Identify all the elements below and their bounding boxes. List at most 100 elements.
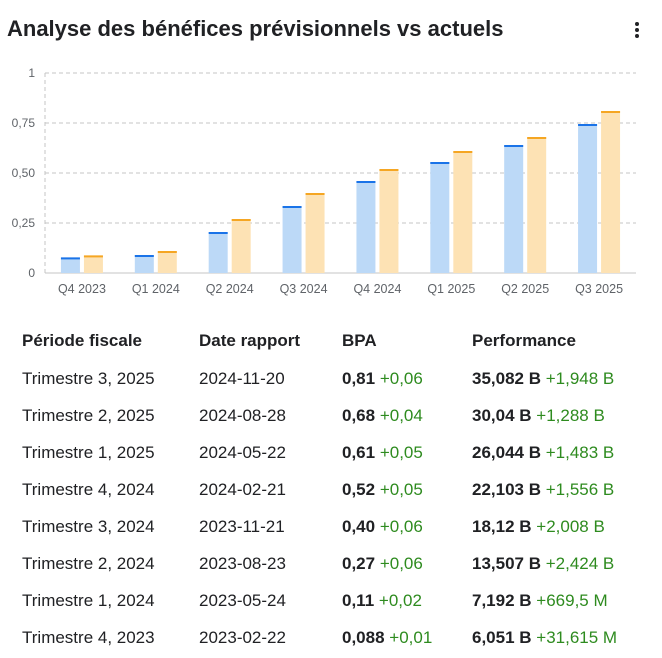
- fiscal-period-cell: Trimestre 1, 2024: [22, 591, 155, 610]
- report-date-cell: 2023-05-24: [199, 591, 286, 610]
- performance-value: 22,103 B: [472, 480, 541, 499]
- eps-value: 0,61: [342, 443, 376, 462]
- eps-cell: 0,61 +0,05: [342, 434, 423, 471]
- actual-bar: [208, 232, 228, 273]
- actual-bar-cap: [578, 124, 598, 126]
- y-tick-label: 0,75: [12, 116, 36, 130]
- forecast-bar-cap: [231, 219, 251, 221]
- performance-delta: +669,5 M: [536, 591, 608, 610]
- table-row: Trimestre 4, 2023 2023-02-22 0,088 +0,01 6,…: [22, 619, 642, 656]
- eps-cell: 0,81 +0,06: [342, 360, 423, 397]
- forecast-bar: [305, 193, 325, 273]
- performance-value: 30,04 B: [472, 406, 532, 425]
- fiscal-period-cell: Trimestre 3, 2025: [22, 369, 155, 388]
- eps-value: 0,088: [342, 628, 385, 647]
- table-row: Trimestre 4, 2024 2024-02-21 0,52 +0,05 22,…: [22, 471, 642, 508]
- eps-value: 0,40: [342, 517, 376, 536]
- x-tick-label: Q3 2024: [280, 282, 328, 296]
- eps-value: 0,11: [342, 591, 375, 610]
- table-row: Trimestre 2, 2025 2024-08-28 0,68 +0,04 30,…: [22, 397, 642, 434]
- eps-delta: +0,01: [389, 628, 433, 647]
- eps-delta: +0,05: [379, 443, 423, 462]
- table-row: Trimestre 1, 2025 2024-05-22 0,61 +0,05 26,…: [22, 434, 642, 471]
- forecast-bar: [231, 219, 251, 273]
- eps-cell: 0,68 +0,04: [342, 397, 423, 434]
- performance-delta: +31,615 M: [536, 628, 618, 647]
- table-body: Trimestre 3, 2025 2024-11-20 0,81 +0,06 35,…: [22, 360, 642, 656]
- report-date-cell: 2024-08-28: [199, 406, 286, 425]
- header-fiscal-period: Période fiscale: [22, 331, 143, 350]
- report-date-cell: 2024-05-22: [199, 443, 286, 462]
- fiscal-period-cell: Trimestre 4, 2023: [22, 628, 155, 647]
- performance-value: 18,12 B: [472, 517, 532, 536]
- earnings-bar-chart: 0 0,25 0,50 0,75 1 Q4 2023 Q1 2024 Q2 2024 Q3 20…: [12, 66, 636, 296]
- performance-delta: +1,483 B: [545, 443, 615, 462]
- header-performance: Performance: [472, 331, 576, 350]
- forecast-bar-cap: [453, 151, 473, 153]
- actual-bar: [578, 124, 598, 273]
- x-tick-label: Q2 2024: [206, 282, 254, 296]
- actual-bar: [282, 206, 302, 273]
- actual-bar-cap: [208, 232, 228, 234]
- eps-delta: +0,06: [379, 554, 423, 573]
- table-row: Trimestre 3, 2024 2023-11-21 0,40 +0,06 18,…: [22, 508, 642, 545]
- fiscal-period-cell: Trimestre 2, 2025: [22, 406, 155, 425]
- performance-cell: 22,103 B +1,556 B: [472, 471, 614, 508]
- performance-cell: 18,12 B +2,008 B: [472, 508, 605, 545]
- y-tick-label: 0: [28, 266, 35, 280]
- report-date-cell: 2023-02-22: [199, 628, 286, 647]
- performance-value: 6,051 B: [472, 628, 532, 647]
- forecast-bar: [83, 255, 103, 273]
- table-row: Trimestre 1, 2024 2023-05-24 0,11 +0,02 7,1…: [22, 582, 642, 619]
- actual-bar-cap: [282, 206, 302, 208]
- forecast-bar: [527, 137, 547, 273]
- eps-cell: 0,088 +0,01: [342, 619, 432, 656]
- header-report-date: Date rapport: [199, 331, 301, 350]
- y-tick-label: 1: [28, 66, 35, 80]
- table-header-row: Période fiscale Date rapport BPA Perform…: [22, 322, 642, 360]
- x-tick-label: Q4 2023: [58, 282, 106, 296]
- performance-delta: +1,556 B: [545, 480, 615, 499]
- performance-delta: +2,424 B: [545, 554, 615, 573]
- performance-cell: 13,507 B +2,424 B: [472, 545, 614, 582]
- y-tick-label: 0,50: [12, 166, 36, 180]
- forecast-bar-cap: [379, 169, 399, 171]
- fiscal-period-cell: Trimestre 3, 2024: [22, 517, 155, 536]
- fiscal-period-cell: Trimestre 2, 2024: [22, 554, 155, 573]
- y-tick-label: 0,25: [12, 216, 36, 230]
- actual-bar-cap: [60, 257, 80, 260]
- actual-bar-cap: [134, 255, 154, 257]
- performance-cell: 6,051 B +31,615 M: [472, 619, 617, 656]
- performance-delta: +2,008 B: [536, 517, 605, 536]
- forecast-bar-cap: [157, 251, 177, 253]
- forecast-bar-cap: [83, 255, 103, 258]
- actual-bar-cap: [356, 181, 376, 183]
- eps-cell: 0,52 +0,05: [342, 471, 423, 508]
- earnings-table: Période fiscale Date rapport BPA Perform…: [22, 322, 642, 656]
- performance-value: 26,044 B: [472, 443, 541, 462]
- eps-cell: 0,40 +0,06: [342, 508, 423, 545]
- eps-delta: +0,02: [378, 591, 422, 610]
- actual-bar-cap: [504, 145, 524, 147]
- performance-value: 35,082 B: [472, 369, 541, 388]
- actual-bar: [430, 162, 450, 273]
- report-date-cell: 2024-11-20: [199, 369, 285, 388]
- report-date-cell: 2023-08-23: [199, 554, 286, 573]
- eps-delta: +0,06: [379, 369, 423, 388]
- eps-delta: +0,05: [379, 480, 423, 499]
- eps-value: 0,81: [342, 369, 376, 388]
- card-header: Analyse des bénéfices prévisionnels vs a…: [7, 14, 655, 46]
- eps-value: 0,27: [342, 554, 376, 573]
- x-tick-label: Q3 2025: [575, 282, 623, 296]
- fiscal-period-cell: Trimestre 1, 2025: [22, 443, 155, 462]
- performance-value: 13,507 B: [472, 554, 541, 573]
- report-date-cell: 2023-11-21: [199, 517, 285, 536]
- forecast-bar-cap: [601, 111, 621, 113]
- performance-cell: 26,044 B +1,483 B: [472, 434, 614, 471]
- forecast-bar: [453, 151, 473, 273]
- performance-value: 7,192 B: [472, 591, 532, 610]
- forecast-bar: [379, 169, 399, 273]
- header-eps: BPA: [342, 331, 377, 350]
- eps-value: 0,52: [342, 480, 376, 499]
- more-options-button[interactable]: [627, 18, 647, 42]
